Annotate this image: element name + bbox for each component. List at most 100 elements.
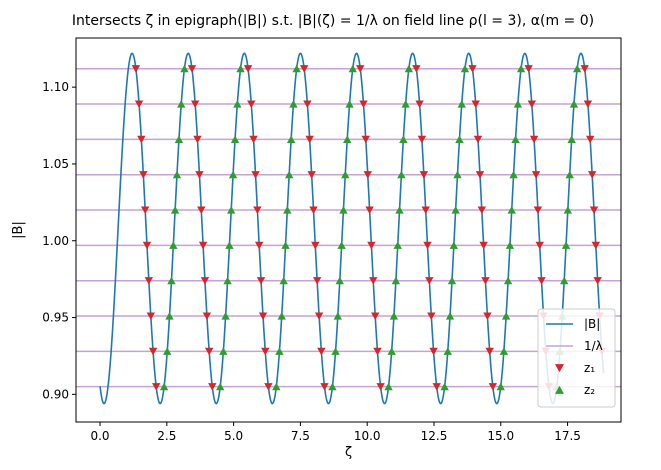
z2-marker-6-9 (516, 64, 526, 73)
z1-marker-8-8 (583, 100, 593, 109)
z1-marker-4-8 (359, 100, 368, 109)
y-tick-label-4: 1.10 (42, 80, 69, 94)
z1-marker-0-1 (148, 347, 158, 356)
z2-marker-1-6 (228, 170, 238, 179)
z2-marker-6-6 (509, 170, 518, 179)
y-tick-label-1: 0.95 (42, 311, 69, 325)
z2-marker-0-4 (169, 241, 178, 249)
z1-marker-1-8 (190, 100, 200, 109)
z1-marker-2-9 (243, 65, 253, 73)
field-strength-curve (99, 52, 605, 405)
z2-marker-3-6 (341, 170, 350, 179)
z1-marker-7-4 (535, 241, 544, 250)
z1-marker-3-5 (309, 206, 318, 215)
x-tick-label-6: 15.0 (487, 429, 514, 443)
z1-marker-6-7 (473, 135, 483, 144)
z2-marker-4-3 (391, 276, 401, 285)
z2-marker-0-5 (170, 206, 180, 214)
z1-marker-1-6 (195, 171, 204, 179)
z2-marker-4-1 (387, 347, 396, 355)
legend-entry-3-label: z₂ (584, 383, 595, 397)
z2-marker-7-6 (565, 170, 574, 179)
z1-marker-4-1 (373, 347, 382, 356)
x-axis-label: ζ (345, 445, 352, 460)
z1-marker-7-7 (529, 135, 539, 144)
z2-marker-0-8 (177, 100, 186, 108)
plot-frame (75, 37, 622, 423)
z1-marker-2-1 (261, 347, 270, 356)
z1-marker-0-8 (134, 100, 144, 109)
legend-entry-2-label: z₁ (584, 361, 595, 375)
z2-marker-6-5 (507, 206, 516, 214)
z1-marker-1-9 (187, 65, 197, 73)
z2-marker-4-4 (393, 241, 402, 249)
z2-marker-3-9 (348, 64, 357, 73)
z2-marker-5-0 (440, 382, 449, 391)
z2-marker-0-6 (172, 170, 182, 179)
z2-marker-3-5 (339, 206, 348, 214)
z1-marker-6-1 (485, 347, 494, 356)
z2-marker-1-1 (219, 347, 228, 355)
z1-marker-2-4 (255, 241, 264, 250)
z2-marker-0-7 (174, 135, 184, 143)
z1-marker-0-6 (139, 171, 148, 179)
z1-marker-1-1 (204, 347, 214, 356)
z1-marker-6-0 (488, 383, 498, 391)
z2-marker-1-3 (223, 276, 232, 285)
z2-marker-2-9 (292, 64, 301, 73)
z2-marker-7-4 (561, 241, 571, 249)
z2-marker-0-1 (163, 347, 172, 355)
z2-marker-1-0 (216, 382, 225, 391)
z1-marker-2-7 (249, 135, 258, 144)
z2-marker-6-3 (503, 276, 513, 285)
z1-marker-8-6 (587, 171, 597, 179)
x-tick-label-7: 17.5 (554, 429, 581, 443)
z2-marker-0-3 (167, 276, 176, 285)
z2-marker-7-7 (567, 135, 576, 143)
z2-marker-5-5 (451, 206, 460, 214)
y-tick-label-3: 1.05 (42, 157, 69, 171)
chart-title: Intersects ζ in epigraph(|B|) s.t. |B|(ζ… (72, 13, 594, 29)
z2-marker-3-1 (331, 347, 340, 355)
z1-marker-2-5 (253, 206, 262, 215)
z1-marker-5-2 (427, 312, 436, 321)
z2-marker-5-6 (453, 170, 462, 179)
z1-marker-4-4 (367, 241, 376, 250)
z1-marker-0-5 (140, 206, 150, 215)
z2-marker-5-3 (447, 276, 457, 285)
z1-marker-4-0 (376, 383, 385, 391)
z2-marker-2-8 (289, 100, 298, 108)
z1-marker-5-5 (421, 206, 430, 215)
z2-marker-5-1 (443, 347, 452, 355)
z2-marker-3-7 (343, 135, 352, 143)
z2-marker-3-8 (345, 100, 354, 108)
z2-marker-5-9 (460, 64, 470, 73)
z2-marker-4-5 (395, 206, 404, 214)
z1-marker-1-0 (208, 383, 217, 391)
z1-marker-1-3 (200, 277, 210, 285)
z1-marker-7-8 (527, 100, 536, 109)
z2-marker-4-0 (384, 382, 393, 391)
z1-marker-2-6 (251, 171, 260, 179)
z2-marker-6-1 (499, 347, 509, 355)
z2-marker-3-4 (337, 241, 346, 249)
z2-marker-7-5 (563, 206, 573, 214)
z2-marker-7-8 (569, 100, 579, 108)
z2-marker-0-2 (165, 312, 174, 320)
y-tick-label-2: 1.00 (42, 234, 69, 248)
z2-marker-2-2 (277, 312, 286, 320)
z1-marker-6-6 (475, 171, 485, 179)
z1-marker-2-2 (258, 312, 268, 321)
legend-entry-3-handle (555, 385, 564, 394)
z2-marker-1-9 (236, 64, 245, 73)
z2-marker-5-7 (455, 135, 464, 143)
z1-marker-4-9 (356, 65, 365, 73)
z1-marker-5-9 (412, 65, 421, 73)
z2-marker-1-8 (233, 100, 242, 108)
z2-marker-5-8 (457, 100, 466, 108)
z2-marker-7-9 (572, 64, 582, 73)
z1-marker-0-0 (152, 383, 161, 391)
z1-marker-1-5 (197, 206, 206, 215)
z1-marker-4-7 (361, 135, 370, 144)
legend: |B| 1/λ z₁ z₂ (537, 308, 616, 408)
